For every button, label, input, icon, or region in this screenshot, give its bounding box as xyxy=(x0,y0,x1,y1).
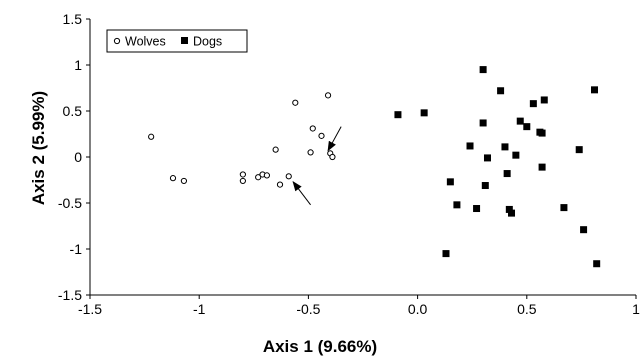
x-tick-label: 0.0 xyxy=(408,301,428,317)
wolves-point xyxy=(239,177,246,185)
wolves-point xyxy=(329,153,336,161)
dogs-point xyxy=(442,250,450,258)
legend-dogs-label: Dogs xyxy=(193,35,222,49)
y-tick-label: -1.5 xyxy=(58,287,82,303)
y-tick-labels: 1.5 1 0.5 0 -0.5 -1 -1.5 xyxy=(58,11,82,303)
data-points xyxy=(148,66,601,268)
dogs-point xyxy=(453,201,461,209)
wolves-point xyxy=(285,173,292,180)
dogs-point xyxy=(523,123,531,131)
x-tick-label: 1 xyxy=(632,301,640,317)
wolves-point xyxy=(180,177,188,185)
wolves-point xyxy=(324,92,332,99)
wolves-point xyxy=(239,171,246,178)
y-tick-label: -1 xyxy=(70,241,83,257)
wolves-point xyxy=(276,181,284,188)
legend-wolves-label: Wolves xyxy=(125,35,166,49)
x-tick-labels: -1.5 -1 -0.5 0.0 0.5 1 xyxy=(78,301,640,317)
dogs-point xyxy=(497,87,505,95)
dogs-point xyxy=(538,129,546,137)
dogs-point xyxy=(481,182,489,190)
y-tick-label: 0.5 xyxy=(63,103,83,119)
dogs-point xyxy=(516,117,524,125)
dogs-point xyxy=(508,209,516,217)
legend-wolves-marker xyxy=(113,37,121,45)
annotation-arrows xyxy=(292,126,342,206)
dogs-point xyxy=(446,178,454,186)
x-axis-title: Axis 1 (9.66%) xyxy=(263,337,377,356)
wolves-point xyxy=(318,132,325,139)
dogs-point xyxy=(394,111,402,119)
dogs-point xyxy=(580,226,588,234)
dogs-point xyxy=(479,66,487,74)
x-tick-label: -1.5 xyxy=(78,301,102,317)
dogs-point xyxy=(466,142,474,150)
wolves-point xyxy=(148,133,155,140)
dogs-point xyxy=(479,119,487,127)
x-tick-label: 0.5 xyxy=(517,301,537,317)
x-tick-label: -1 xyxy=(193,301,206,317)
y-tick-label: 1 xyxy=(74,57,82,73)
legend: Wolves Dogs xyxy=(106,29,248,53)
y-axis-title: Axis 2 (5.99%) xyxy=(29,91,48,205)
dogs-point xyxy=(420,109,428,117)
dogs-point xyxy=(473,205,481,213)
dogs-point xyxy=(501,143,509,151)
wolves-point xyxy=(272,146,279,153)
legend-box xyxy=(106,29,248,53)
dogs-point xyxy=(538,163,546,171)
dogs-point xyxy=(591,86,599,94)
x-tick-label: -0.5 xyxy=(296,301,320,317)
y-tick-label: 0 xyxy=(74,149,82,165)
wolves-point xyxy=(309,125,316,132)
dogs-point xyxy=(575,146,583,154)
wolves-point xyxy=(255,174,262,181)
wolves-point xyxy=(169,175,177,182)
legend-dogs-marker xyxy=(181,37,188,44)
y-tick-label: 1.5 xyxy=(63,11,83,27)
dogs-point xyxy=(529,100,537,108)
dogs-point xyxy=(540,96,548,104)
wolves-point xyxy=(307,149,314,156)
dogs-point xyxy=(512,151,520,159)
chart-axes xyxy=(86,18,637,299)
dogs-point xyxy=(503,170,511,178)
dogs-point xyxy=(560,204,568,212)
wolves-point xyxy=(292,99,299,106)
dogs-point xyxy=(593,260,601,268)
annotation-arrow xyxy=(292,181,311,206)
wolves-point xyxy=(263,172,271,179)
y-tick-label: -0.5 xyxy=(58,195,82,211)
dogs-point xyxy=(505,205,513,213)
annotation-arrow xyxy=(327,126,342,152)
dogs-point xyxy=(483,154,491,162)
